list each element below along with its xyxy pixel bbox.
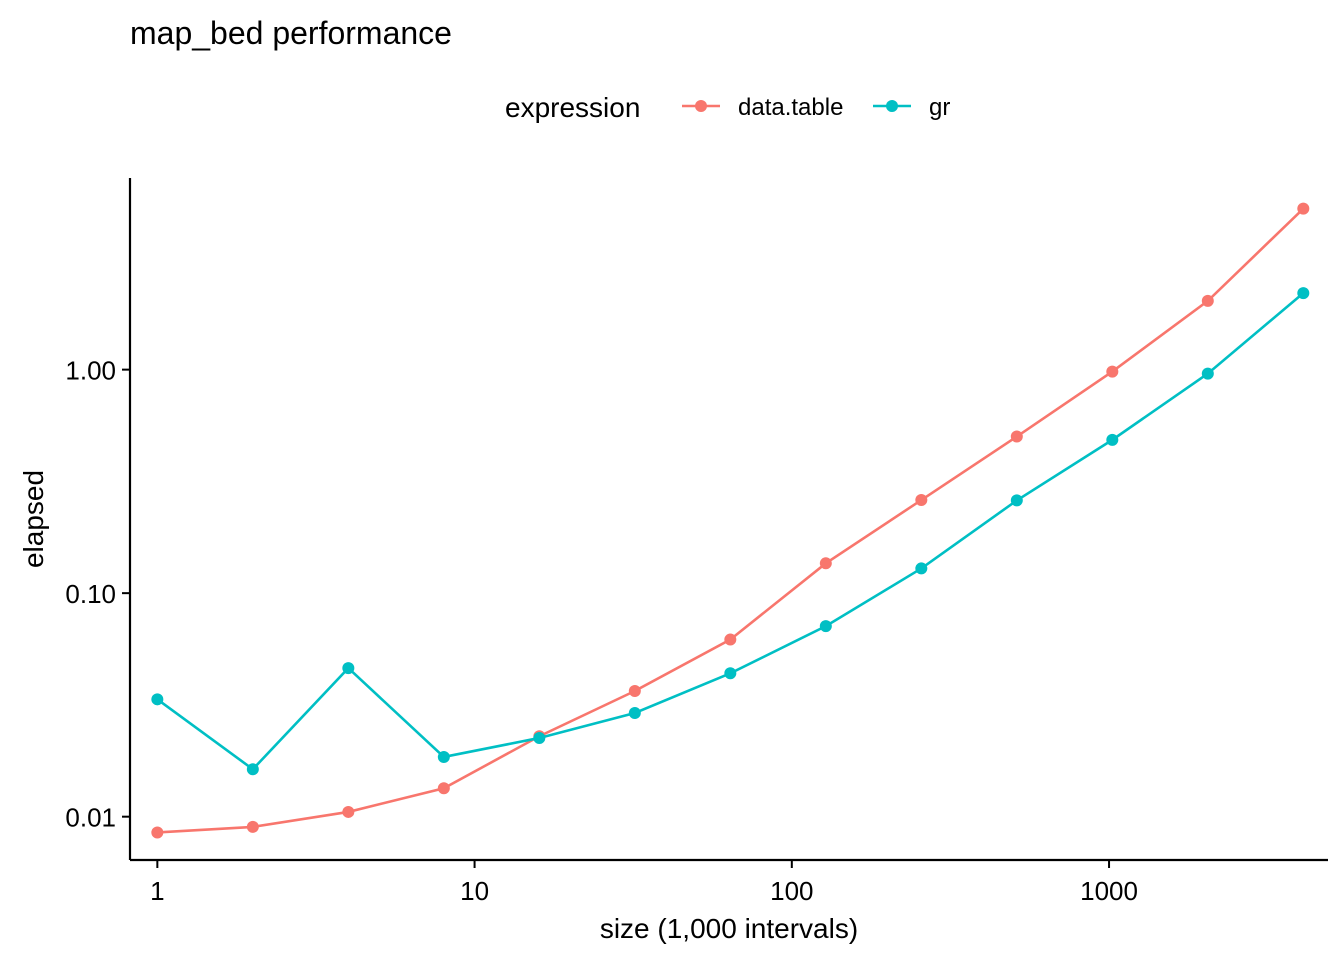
x-tick-label: 1000 [1080,876,1138,906]
legend-key-point [695,100,707,112]
series-gr [151,287,1310,776]
data-point-gr [724,667,737,680]
data-point-gr [1010,494,1023,507]
series-data-table [151,202,1310,839]
x-axis-title: size (1,000 intervals) [600,913,858,944]
legend-label: data.table [738,94,843,121]
y-tick-label: 0.10 [65,579,116,609]
series-line-data-table [157,207,1305,834]
data-point-gr [151,693,164,706]
legend-title: expression [505,92,640,123]
x-tick-label: 10 [460,876,489,906]
data-point-gr [1106,433,1119,446]
axes: 1 10 100 1000 0.01 0.10 1.00 [65,178,1328,906]
data-point-data-table [1010,430,1023,443]
y-axis-title: elapsed [18,470,49,568]
chart-title: map_bed performance [130,15,452,51]
data-point-gr [1297,287,1310,300]
legend-item-data-table: data.table [682,94,843,121]
data-point-data-table [628,684,641,697]
x-tick-label: 1 [150,876,164,906]
data-point-gr [915,562,928,575]
data-point-data-table [437,782,450,795]
legend-key-point [886,100,898,112]
data-point-data-table [915,494,928,507]
legend-entries: data.table gr [682,94,950,121]
data-point-data-table [1297,202,1310,215]
y-tick-label: 1.00 [65,356,116,386]
legend-label: gr [929,94,950,121]
legend: expression data.table gr [505,92,950,123]
legend-item-gr: gr [873,94,950,121]
data-point-gr [533,731,546,744]
data-point-data-table [246,820,259,833]
series-line-gr [156,292,1305,771]
data-point-gr [246,763,259,776]
data-point-gr [1201,367,1214,380]
data-point-gr [819,620,832,633]
data-point-data-table [1201,294,1214,307]
data-point-data-table [819,557,832,570]
data-point-gr [437,750,450,763]
x-tick-label: 100 [770,876,813,906]
data-point-gr [342,662,355,675]
y-tick-label: 0.01 [65,803,116,833]
data-point-data-table [342,805,355,818]
data-point-gr [628,706,641,719]
data-point-data-table [151,826,164,839]
series-layer [151,202,1310,839]
data-point-data-table [1106,365,1119,378]
data-point-data-table [724,633,737,646]
